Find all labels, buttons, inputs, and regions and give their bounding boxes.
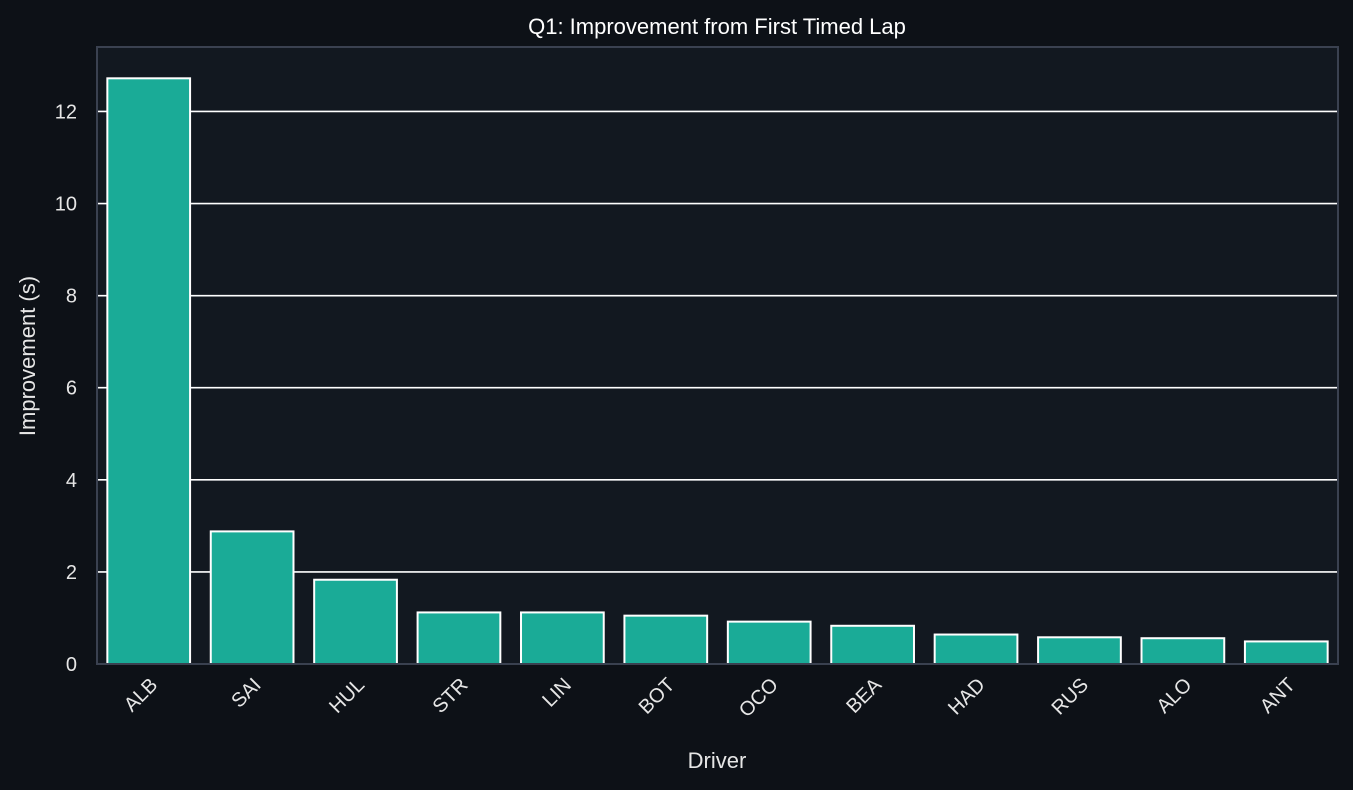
y-tick-label: 10 [55,194,77,216]
bars [106,77,1329,666]
gridlines [97,110,1338,573]
bar-bot [623,614,709,666]
bar-alo [1140,637,1226,665]
y-tick-label: 12 [55,101,77,123]
y-tick-label: 0 [66,654,77,676]
bar-oco [726,620,812,665]
y-tick-labels: 0 2 4 6 8 10 12 [55,101,77,676]
y-tick-label: 6 [66,378,77,400]
bar-str [416,611,502,666]
y-tick-label: 4 [66,470,77,492]
x-axis-title: Driver [688,748,747,773]
y-tick-label: 2 [66,562,77,584]
y-axis-title: Improvement (s) [15,276,40,436]
bar-sai [209,530,295,665]
bar-hul [313,578,398,665]
bar-rus [1037,636,1122,665]
y-tick-label: 8 [66,286,77,308]
plot-border [96,46,1339,665]
chart-title: Q1: Improvement from First Timed Lap [528,14,906,39]
bar-ant [1243,640,1329,665]
bar-bea [830,624,915,665]
bar-lin [520,611,605,666]
plot-area [97,47,1338,664]
bar-alb [106,77,192,666]
bar-had [933,633,1019,666]
